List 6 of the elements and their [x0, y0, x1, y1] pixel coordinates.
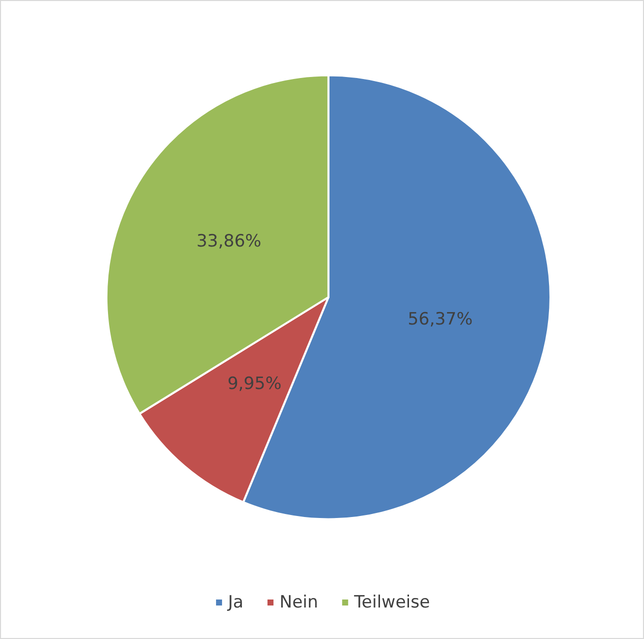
legend-label: Nein	[279, 592, 318, 612]
data-label: 56,37%	[408, 310, 473, 330]
data-label: 9,95%	[227, 374, 282, 394]
data-label: 33,86%	[196, 232, 262, 252]
legend-label: Teilweise	[353, 592, 430, 612]
legend-label: Ja	[227, 592, 244, 612]
